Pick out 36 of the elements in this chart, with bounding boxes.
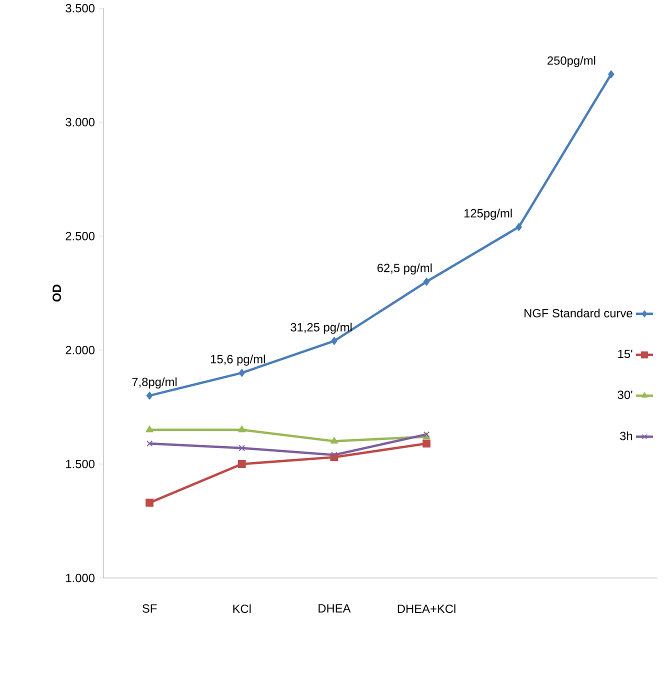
annotation: 125pg/ml: [464, 208, 512, 220]
x-tick-label: DHEA: [318, 604, 351, 612]
x-tick-label: SF: [142, 604, 157, 613]
point: [238, 426, 246, 432]
y-tick-label: 1.500: [66, 460, 95, 468]
point: [146, 440, 153, 447]
point: [331, 452, 338, 458]
point: [146, 498, 154, 507]
legend-label: 30': [618, 390, 632, 400]
point: [146, 392, 153, 400]
annotation: 15,6 pg/ml: [210, 354, 265, 366]
annotation: 31,25 pg/ml: [290, 322, 352, 334]
legend-label: 3h: [620, 431, 632, 440]
y-tick-label: 2.000: [66, 346, 95, 354]
point: [608, 70, 614, 78]
y-axis-title: OD: [52, 284, 61, 302]
annotation: 62,5 pg/ml: [377, 263, 432, 275]
point: [422, 440, 430, 448]
point: [238, 368, 245, 377]
point: [238, 460, 246, 468]
legend-label: NGF Standard curve: [524, 308, 632, 318]
point: [423, 278, 430, 286]
point: [330, 436, 338, 444]
x-tick-label: KCl: [233, 604, 251, 614]
annotation: 250pg/ml: [548, 56, 596, 68]
legend-label: 15': [618, 350, 632, 358]
y-tick-label: 3.500: [66, 4, 95, 12]
annotation: 7,8pg/ml: [132, 377, 177, 389]
point: [331, 336, 338, 345]
y-tick-label: 3.000: [66, 118, 95, 126]
y-tick-label: 2.500: [66, 232, 95, 240]
point: [238, 444, 246, 452]
y-tick-label: 1.000: [66, 574, 95, 582]
point: [146, 426, 154, 432]
x-tick-label: DHEA+KCl: [398, 604, 456, 614]
point: [516, 223, 522, 231]
